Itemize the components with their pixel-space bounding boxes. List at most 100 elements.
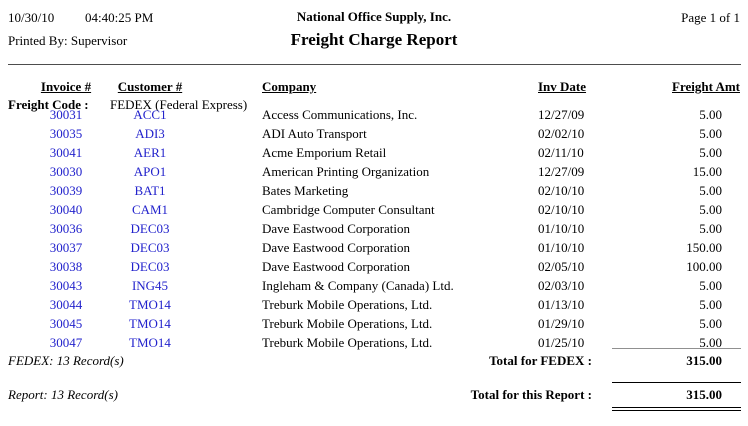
customer-number-link[interactable]: APO1 (133, 164, 167, 179)
inv-date-cell: 02/03/10 (538, 278, 585, 293)
invoice-number-link[interactable]: 30045 (49, 316, 83, 331)
invoice-number-link[interactable]: 30037 (49, 240, 83, 255)
inv-date-cell: 01/10/10 (538, 240, 585, 255)
company-cell: Dave Eastwood Corporation (262, 221, 411, 236)
customer-number-link[interactable]: TMO14 (129, 335, 171, 350)
freight-amt-cell: 100.00 (686, 259, 722, 274)
company-cell: Treburk Mobile Operations, Ltd. (262, 335, 433, 350)
report-total-rule (612, 382, 741, 383)
invoice-number-link[interactable]: 30040 (49, 202, 83, 217)
company-cell: Ingleham & Company (Canada) Ltd. (262, 278, 454, 293)
print-date: 10/30/10 (8, 10, 55, 25)
invoice-number-link[interactable]: 30031 (49, 107, 83, 122)
inv-date-cell: 01/25/10 (538, 335, 585, 350)
customer-number-link[interactable]: ACC1 (133, 107, 167, 122)
table-row: 30035 ADI3 ADI Auto Transport 02/02/10 5… (0, 124, 748, 143)
company-cell: Access Communications, Inc. (262, 107, 418, 122)
report-record-count: Report: 13 Record(s) (8, 387, 118, 402)
freight-amt-cell: 5.00 (699, 202, 722, 217)
table-row: 30043 ING45 Ingleham & Company (Canada) … (0, 276, 748, 295)
group-total-label: Total for FEDEX : (489, 353, 592, 368)
company-cell: Bates Marketing (262, 183, 349, 198)
group-total-amount: 315.00 (686, 353, 722, 368)
table-row: 30036 DEC03 Dave Eastwood Corporation 01… (0, 219, 748, 238)
column-header-company: Company (262, 79, 317, 94)
invoice-number-link[interactable]: 30047 (49, 335, 83, 350)
invoice-number-link[interactable]: 30039 (49, 183, 83, 198)
table-row: 30041 AER1 Acme Emporium Retail 02/11/10… (0, 143, 748, 162)
freight-code-label: Freight Code : (8, 97, 89, 112)
page-number: Page 1 of 1 (681, 10, 740, 25)
freight-amt-cell: 5.00 (699, 183, 722, 198)
printed-by: Printed By: Supervisor (8, 33, 128, 48)
customer-number-link[interactable]: DEC03 (130, 259, 170, 274)
table-row: 30045 TMO14 Treburk Mobile Operations, L… (0, 314, 748, 333)
invoice-number-link[interactable]: 30030 (49, 164, 83, 179)
table-row: 30030 APO1 American Printing Organizatio… (0, 162, 748, 181)
invoice-number-link[interactable]: 30035 (49, 126, 83, 141)
invoice-number-link[interactable]: 30036 (49, 221, 83, 236)
inv-date-cell: 02/05/10 (538, 259, 585, 274)
customer-number-link[interactable]: ING45 (131, 278, 169, 293)
invoice-number-link[interactable]: 30038 (49, 259, 83, 274)
table-row: 30031 ACC1 Access Communications, Inc. 1… (0, 105, 748, 124)
customer-number-link[interactable]: ADI3 (135, 126, 165, 141)
freight-amt-cell: 5.00 (699, 107, 722, 122)
customer-number-link[interactable]: TMO14 (129, 316, 171, 331)
inv-date-cell: 01/10/10 (538, 221, 585, 236)
company-cell: Treburk Mobile Operations, Ltd. (262, 297, 433, 312)
company-cell: Treburk Mobile Operations, Ltd. (262, 316, 433, 331)
freight-amt-cell: 5.00 (699, 278, 722, 293)
invoice-number-link[interactable]: 30043 (49, 278, 83, 293)
table-row: 30044 TMO14 Treburk Mobile Operations, L… (0, 295, 748, 314)
customer-number-link[interactable]: CAM1 (131, 202, 169, 217)
table-header-row: Invoice # Customer # Company Inv Date Fr… (0, 79, 748, 97)
group-total-rule (612, 348, 741, 349)
freight-amt-cell: 5.00 (699, 221, 722, 236)
customer-number-link[interactable]: AER1 (133, 145, 167, 160)
freight-amt-cell: 5.00 (699, 145, 722, 160)
company-cell: American Printing Organization (262, 164, 430, 179)
freight-amt-cell: 15.00 (692, 164, 722, 179)
column-header-customer: Customer # (117, 79, 183, 94)
report-total-label: Total for this Report : (470, 387, 592, 402)
column-header-invoice: Invoice # (40, 79, 92, 94)
inv-date-cell: 02/02/10 (538, 126, 585, 141)
group-record-count: FEDEX: 13 Record(s) (8, 353, 124, 368)
inv-date-cell: 01/29/10 (538, 316, 585, 331)
inv-date-cell: 12/27/09 (538, 107, 585, 122)
customer-number-link[interactable]: BAT1 (134, 183, 166, 198)
table-row: 30039 BAT1 Bates Marketing 02/10/10 5.00 (0, 181, 748, 200)
table-row: 30038 DEC03 Dave Eastwood Corporation 02… (0, 257, 748, 276)
freight-amt-cell: 5.00 (699, 126, 722, 141)
inv-date-cell: 02/10/10 (538, 183, 585, 198)
table-row: 30047 TMO14 Treburk Mobile Operations, L… (0, 333, 748, 352)
freight-amt-cell: 150.00 (686, 240, 722, 255)
inv-date-cell: 02/10/10 (538, 202, 585, 217)
column-header-inv-date: Inv Date (538, 79, 587, 94)
invoice-number-link[interactable]: 30044 (49, 297, 83, 312)
table-body: 30031 ACC1 Access Communications, Inc. 1… (0, 105, 748, 352)
customer-number-link[interactable]: TMO14 (129, 297, 171, 312)
freight-amt-cell: 5.00 (699, 316, 722, 331)
table-row: 30037 DEC03 Dave Eastwood Corporation 01… (0, 238, 748, 257)
report-title: Freight Charge Report (290, 30, 458, 49)
customer-number-link[interactable]: DEC03 (130, 221, 170, 236)
group-header-row: Freight Code : FEDEX (Federal Express) (0, 97, 748, 115)
header-divider (8, 64, 741, 65)
report-total-double-underline (612, 407, 741, 411)
customer-number-link[interactable]: DEC03 (130, 240, 170, 255)
invoice-number-link[interactable]: 30041 (49, 145, 83, 160)
freight-code-value: FEDEX (Federal Express) (110, 97, 248, 112)
inv-date-cell: 12/27/09 (538, 164, 585, 179)
inv-date-cell: 02/11/10 (538, 145, 584, 160)
print-time: 04:40:25 PM (85, 10, 154, 25)
report-total-row: Report: 13 Record(s) Total for this Repo… (0, 387, 748, 405)
company-name: National Office Supply, Inc. (296, 9, 452, 24)
inv-date-cell: 01/13/10 (538, 297, 585, 312)
column-header-freight-amt: Freight Amt (672, 79, 740, 94)
table-row: 30040 CAM1 Cambridge Computer Consultant… (0, 200, 748, 219)
company-cell: ADI Auto Transport (262, 126, 367, 141)
freight-amt-cell: 5.00 (699, 297, 722, 312)
